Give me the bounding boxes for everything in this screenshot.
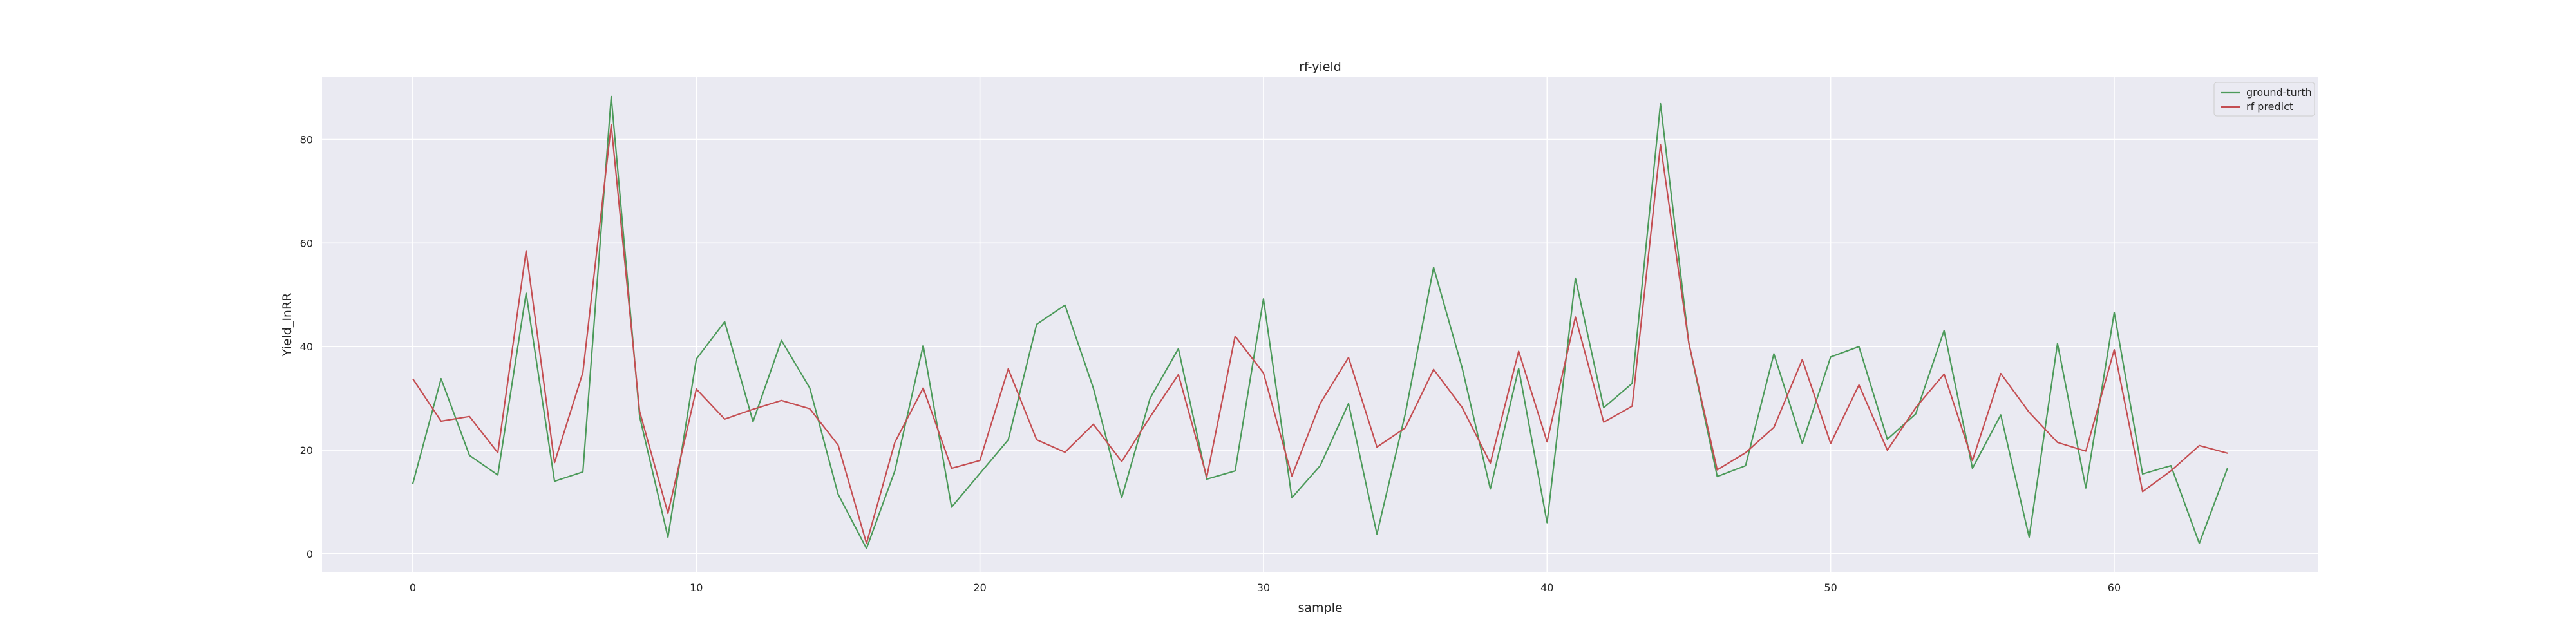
x-tick-label: 50 [1824,582,1837,594]
series-lines [412,95,2229,549]
legend-label-rf-predict: rf predict [2246,100,2293,113]
chart-title: rf-yield [1299,60,1341,74]
grid [322,77,2318,572]
y-tick-label: 80 [300,134,313,146]
x-tick-label: 40 [1540,582,1553,594]
legend-label-ground-turth: ground-turth [2246,86,2312,99]
x-tick-label: 30 [1257,582,1270,594]
plot-background [322,77,2318,572]
y-tick-label: 0 [307,548,313,560]
x-tick-label: 0 [410,582,416,594]
tick-labels: 0 10 20 30 40 50 60 0 20 40 60 80 [300,134,2121,594]
x-axis-title: sample [1298,601,1342,615]
series-line-rf-predict [412,124,2228,544]
series-line-ground-turth [412,95,2229,549]
y-tick-label: 20 [300,444,313,457]
y-tick-label: 60 [300,237,313,249]
y-axis-title: Yield_InRR [280,293,294,357]
y-tick-label: 40 [300,341,313,353]
x-tick-label: 10 [690,582,703,594]
x-tick-label: 60 [2108,582,2121,594]
x-tick-label: 20 [973,582,986,594]
